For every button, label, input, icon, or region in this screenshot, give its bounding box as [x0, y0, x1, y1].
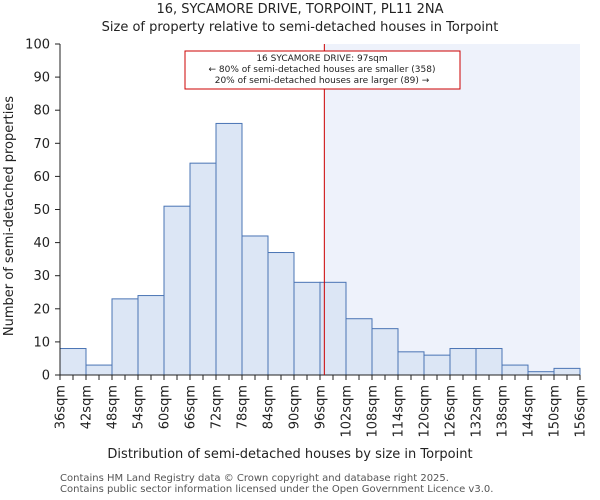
x-tick-label: 126sqm — [444, 385, 459, 438]
x-tick-label: 72sqm — [210, 385, 225, 429]
bar-108-114 — [371, 328, 399, 376]
bar-72-78 — [215, 122, 243, 376]
bar-48-54 — [111, 298, 139, 376]
x-axis-label: Distribution of semi-detached houses by … — [107, 447, 472, 462]
x-tick-label: 96sqm — [314, 385, 329, 429]
bar-36-42 — [59, 348, 87, 376]
y-axis-label: Number of semi-detached properties — [2, 96, 17, 336]
x-tick-label: 120sqm — [418, 385, 433, 438]
y-tick-label: 60 — [33, 170, 50, 185]
x-tick-label: 84sqm — [262, 385, 277, 429]
x-tick-label: 114sqm — [392, 385, 407, 438]
x-tick-label: 78sqm — [236, 385, 251, 429]
x-tick-label: 54sqm — [132, 385, 147, 429]
x-tick-label: 132sqm — [470, 385, 485, 438]
bars-group — [59, 122, 581, 376]
bar-102-108 — [345, 318, 373, 376]
x-tick-label: 150sqm — [548, 385, 563, 438]
x-tick-label: 90sqm — [288, 385, 303, 429]
y-tick-label: 0 — [42, 369, 50, 384]
bar-126-132 — [449, 348, 477, 376]
annotation-line-2: ← 80% of semi-detached houses are smalle… — [209, 65, 436, 75]
x-tick-label: 42sqm — [80, 385, 95, 429]
x-tick-label: 138sqm — [496, 385, 511, 438]
x-tick-label: 48sqm — [106, 385, 121, 429]
chart-subtitle: Size of property relative to semi-detach… — [101, 20, 499, 35]
y-tick-label: 10 — [33, 335, 50, 350]
y-tick-label: 30 — [33, 269, 50, 284]
y-tick-label: 20 — [33, 302, 50, 317]
annotation-line-3: 20% of semi-detached houses are larger (… — [215, 76, 430, 86]
bar-114-120 — [397, 351, 425, 376]
bar-60-66 — [163, 205, 191, 376]
bar-66-72 — [189, 162, 217, 376]
x-tick-label: 36sqm — [54, 385, 69, 429]
bar-120-126 — [423, 354, 451, 376]
y-tick-label: 100 — [25, 38, 50, 53]
annotation-box — [184, 50, 461, 90]
x-tick-label: 108sqm — [366, 385, 381, 438]
y-tick-label: 40 — [33, 236, 50, 251]
annotation-line-1: 16 SYCAMORE DRIVE: 97sqm — [256, 54, 387, 64]
bar-90-96 — [293, 281, 321, 376]
y-tick-label: 50 — [33, 203, 50, 218]
x-tick-label: 144sqm — [522, 385, 537, 438]
bar-42-48 — [85, 364, 113, 376]
bar-84-90 — [267, 252, 295, 376]
bar-138-144 — [501, 364, 529, 376]
chart-title: 16, SYCAMORE DRIVE, TORPOINT, PL11 2NA — [156, 2, 444, 17]
axes-group: 0 10 20 30 40 50 60 70 80 90 100 36sqm 42sqm 48sqm 54s… — [25, 38, 588, 438]
y-tick-label: 80 — [33, 104, 50, 119]
y-tick-label: 70 — [33, 137, 50, 152]
x-tick-label: 66sqm — [184, 385, 199, 429]
bar-150-156 — [553, 367, 581, 376]
footer-line-2: Contains public sector information licen… — [60, 484, 494, 495]
y-tick-label: 90 — [33, 71, 50, 86]
bar-78-84 — [241, 235, 269, 376]
bar-54-60 — [137, 295, 165, 376]
bar-132-138 — [475, 348, 503, 376]
x-tick-label: 156sqm — [574, 385, 589, 438]
x-tick-label: 102sqm — [340, 385, 355, 438]
footer-line-1: Contains HM Land Registry data © Crown c… — [60, 473, 449, 484]
x-tick-label: 60sqm — [158, 385, 173, 429]
